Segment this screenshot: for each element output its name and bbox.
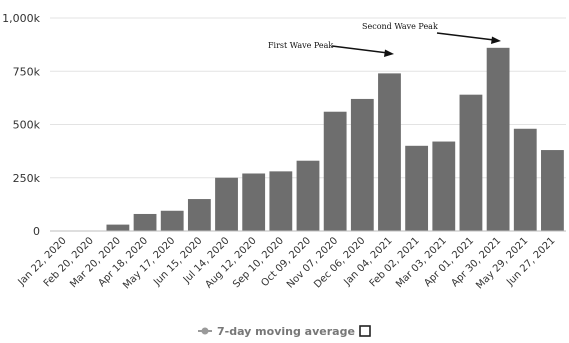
bar [106, 224, 130, 231]
annotation-first-wave: First Wave Peak [268, 41, 394, 57]
legend: 7-day moving average [198, 325, 371, 338]
bar [215, 177, 238, 231]
bar [269, 171, 293, 231]
y-tick-label: 0 [33, 225, 40, 238]
y-tick-labels: 0 250k 500k 750k 1,000k [2, 12, 40, 238]
bar [350, 98, 374, 231]
bar [459, 94, 483, 232]
annotation-first-wave-arrow [331, 45, 389, 54]
bar [513, 128, 537, 231]
x-tick-label: Jun 27, 2021 [504, 235, 557, 288]
annotation-second-wave-arrow [436, 32, 495, 41]
bar [187, 199, 211, 231]
bar [486, 47, 510, 231]
legend-label-7-day-average: 7-day moving average [217, 325, 355, 338]
bars [79, 47, 564, 232]
bar [432, 141, 456, 231]
legend-line-dot-icon [198, 327, 212, 335]
bar [405, 145, 429, 231]
annotation-second-wave-label: Second Wave Peak [362, 22, 438, 31]
bar [133, 213, 157, 231]
bar [160, 210, 184, 231]
y-tick-label: 500k [13, 119, 41, 132]
annotation-first-wave-arrowhead [384, 49, 394, 57]
bar [378, 73, 401, 231]
annotation-second-wave: Second Wave Peak [362, 22, 501, 44]
bar [242, 173, 266, 231]
annotation-first-wave-label: First Wave Peak [268, 41, 333, 50]
bar [323, 111, 347, 231]
y-tick-label: 750k [13, 65, 41, 78]
y-tick-label: 1,000k [2, 12, 40, 25]
annotation-second-wave-arrowhead [491, 36, 501, 44]
legend-square-outline-icon [359, 325, 371, 337]
y-tick-label: 250k [13, 172, 41, 185]
bar [541, 150, 564, 231]
bar [296, 160, 320, 231]
